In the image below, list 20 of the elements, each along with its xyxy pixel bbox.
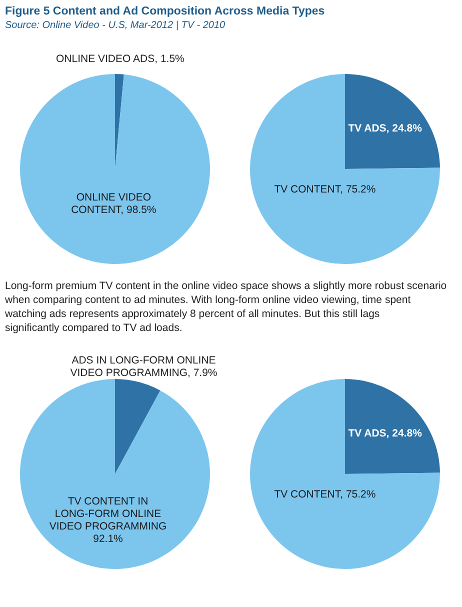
pie-slice	[345, 74, 440, 169]
slice-label: ADS IN LONG-FORM ONLINE VIDEO PROGRAMMING, 7.9%	[70, 354, 218, 380]
pie-slice	[20, 379, 210, 569]
pie-slice	[20, 74, 210, 264]
slice-label: ONLINE VIDEO CONTENT, 98.5%	[71, 191, 156, 216]
chart-subtitle: Source: Online Video - U.S, Mar-2012 | TV - 2010	[5, 20, 226, 31]
pie-slice	[250, 74, 440, 264]
chart-title: Figure 5 Content and Ad Composition Across Media Types	[5, 6, 325, 18]
pie-slice	[250, 379, 440, 569]
slice-label: TV CONTENT, 75.2%	[274, 488, 376, 500]
pie-slice	[115, 74, 124, 169]
slice-label: TV ADS, 24.8%	[348, 427, 423, 440]
slice-label: TV CONTENT, 75.2%	[274, 183, 376, 196]
data-label: 92.1%	[93, 533, 123, 546]
text: Long-form premium TV content in the online video space shows a slightly more robust scenario when comparing content to ad minutes. With long-form online video viewing, time spent watching ads represents approximately 8 percent of all minutes. But this still lags significantly compared to TV ad loads.	[4, 280, 447, 334]
slice-label: TV CONTENT IN LONG-FORM ONLINE VIDEO PROGRAMMING	[49, 496, 167, 533]
pie-slice	[115, 379, 160, 474]
pie-slice	[345, 379, 440, 474]
slice-label: TV ADS, 24.8%	[348, 122, 423, 134]
slice-label: ONLINE VIDEO ADS, 1.5%	[56, 53, 184, 66]
